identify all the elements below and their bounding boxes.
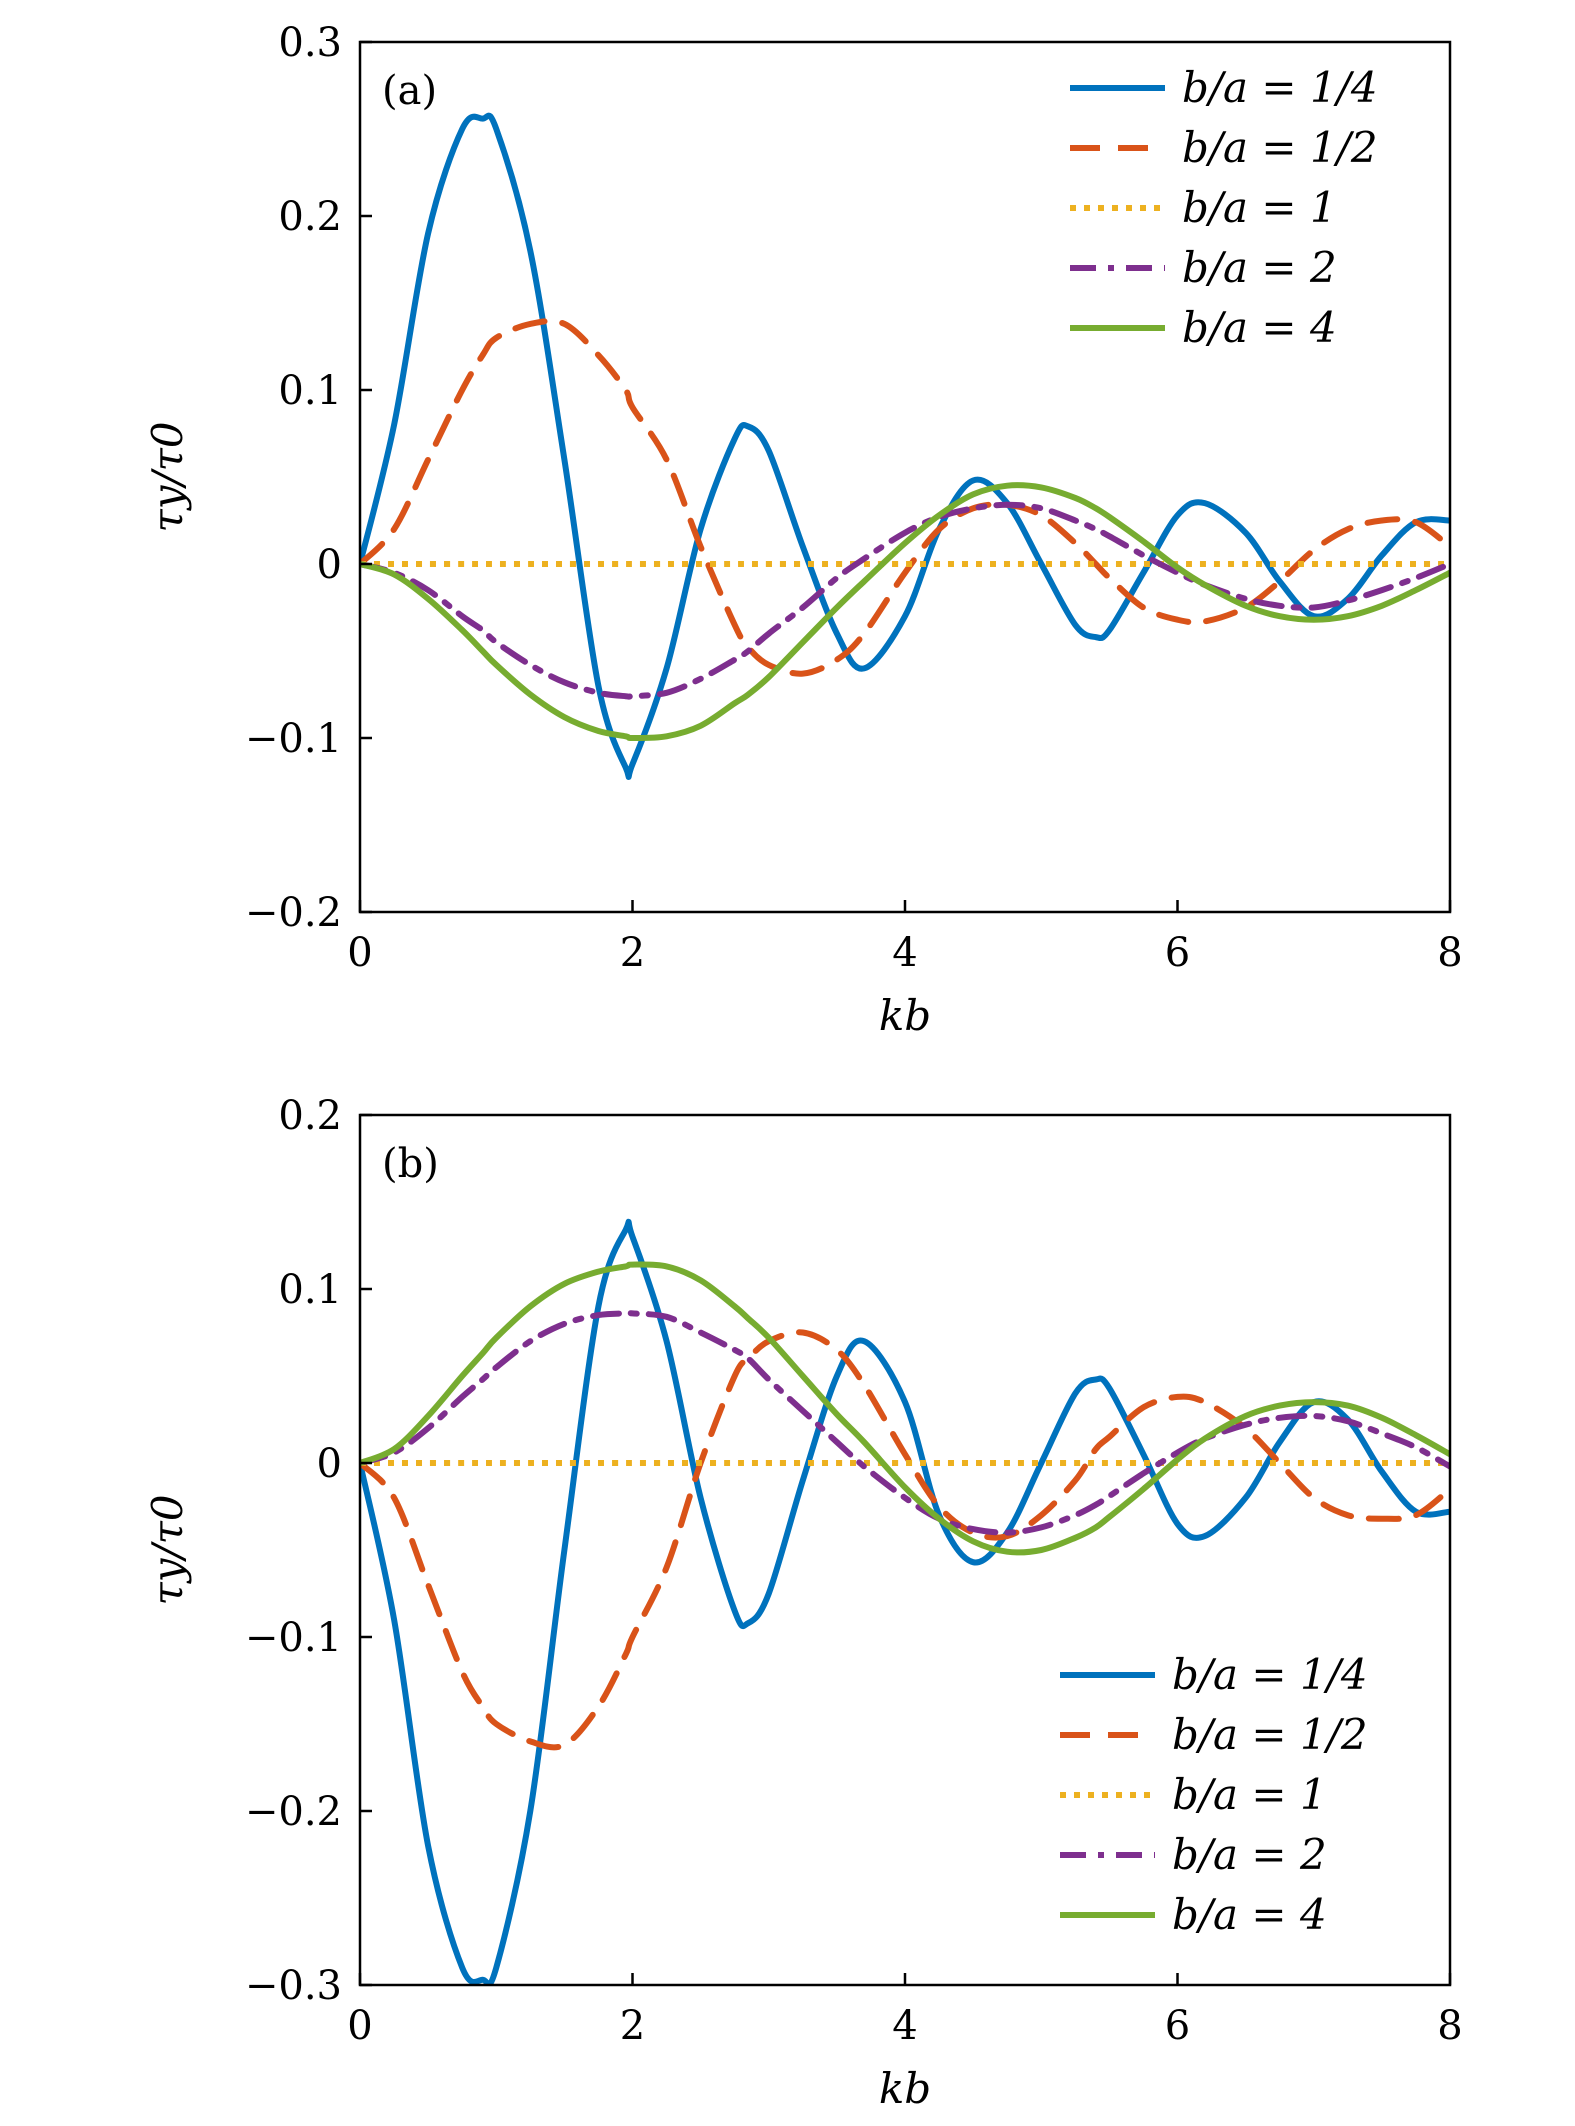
y-tick-label: −0.2 [245,890,342,936]
y-tick-label: 0 [317,542,342,588]
y-tick-label: −0.3 [245,1963,342,2009]
x-tick-label: 0 [347,2003,372,2049]
x-tick-label: 2 [620,930,645,976]
legend: b/a = 1/4 b/a = 1/2 b/a = 1 b/a = 2 b/a = 4 [1070,63,1378,352]
y-tick-label: 0.3 [278,20,342,66]
series-line-4 [360,501,1450,700]
x-tick-label: 8 [1437,2003,1462,2049]
series-line-4 [360,1310,1450,1536]
legend-label-3: b/a = 1 [1172,1770,1327,1819]
y-tick-label: −0.2 [245,1789,342,1835]
x-tick-label: 8 [1437,930,1462,976]
legend-label-1: b/a = 1/4 [1172,1650,1368,1699]
y-tick-label: 0.2 [278,1093,342,1139]
series-line-5 [360,1261,1450,1556]
series-group [360,112,1450,780]
series-line-2 [360,318,1450,677]
x-tick-label: 6 [1165,2003,1190,2049]
x-tick-label: 6 [1165,930,1190,976]
y-tick-label: 0.2 [278,194,342,240]
series-line-5 [360,482,1450,742]
panel-label: (b) [382,1141,439,1187]
x-tick-label: 4 [892,930,917,976]
legend: b/a = 1/4 b/a = 1/2 b/a = 1 b/a = 2 b/a = 4 [1060,1650,1368,1939]
y-axis-title: τy/τ0 [143,1494,192,1605]
legend-label-3: b/a = 1 [1182,183,1337,232]
legend-label-4: b/a = 2 [1182,243,1337,292]
series-line-1 [360,1218,1450,1985]
plot-frame [358,40,1452,914]
legend-label-5: b/a = 4 [1182,303,1337,352]
panel-label: (a) [382,68,437,114]
y-tick-label: −0.1 [245,1615,342,1661]
y-tick-label: 0 [317,1441,342,1487]
y-tick-label: 0.1 [278,1267,342,1313]
x-tick-label: 0 [347,930,372,976]
series-line-1 [360,112,1450,780]
y-tick-label: 0.1 [278,368,342,414]
x-axis-title: kb [879,2064,931,2113]
x-tick-label: 4 [892,2003,917,2049]
y-axis-title: τy/τ0 [143,421,192,532]
panel-b: 0 2 4 6 8 −0.3 −0.2 −0.1 0 0.1 0.2 kb τy/τ0 (b) b/a = … [143,1093,1463,2113]
panel-a: 0 2 4 6 8 −0.2 −0.1 0 0.1 0.2 0.3 kb τy/τ0 (a) b/a = 1… [143,20,1463,1040]
x-tick-label: 2 [620,2003,645,2049]
x-axis-title: kb [879,991,931,1040]
legend-label-5: b/a = 4 [1172,1890,1327,1939]
legend-label-2: b/a = 1/2 [1182,123,1378,172]
series-group [360,1218,1450,1985]
legend-label-1: b/a = 1/4 [1182,63,1378,112]
legend-label-4: b/a = 2 [1172,1830,1327,1879]
y-tick-label: −0.1 [245,716,342,762]
legend-label-2: b/a = 1/2 [1172,1710,1368,1759]
